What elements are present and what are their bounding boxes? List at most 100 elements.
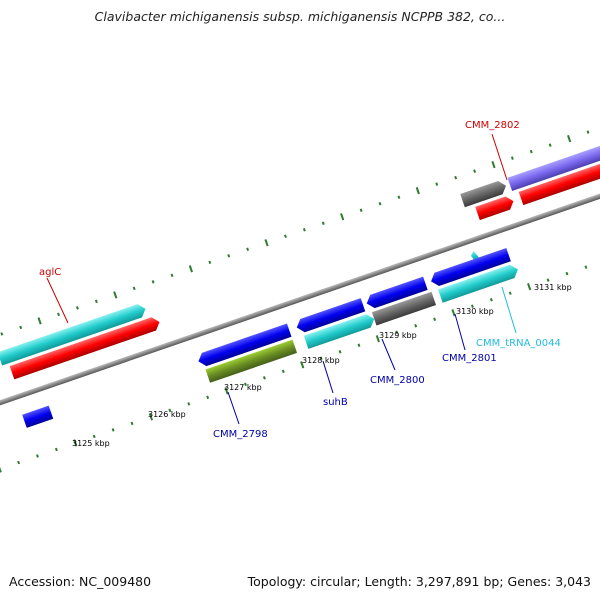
scale-label-3127: 3127 kbp xyxy=(224,383,262,392)
minor-tick xyxy=(395,330,399,334)
gene-CMM_2802-arrow[interactable] xyxy=(460,179,508,208)
major-tick xyxy=(527,283,532,291)
major-tick xyxy=(451,309,456,317)
map-title: Clavibacter michiganensis subsp. michiga… xyxy=(94,9,506,24)
minor-tick xyxy=(302,228,306,232)
gene-cds-blue-1-arrow[interactable] xyxy=(196,323,292,368)
gene-label-CMM_tRNA_0044[interactable]: CMM_tRNA_0044 xyxy=(476,338,561,349)
gene-label-suhB[interactable]: suhB xyxy=(323,397,348,408)
aglC-leader-line xyxy=(46,277,69,324)
callout-lines xyxy=(46,133,517,425)
major-tick xyxy=(340,213,345,221)
major-tick xyxy=(148,413,154,421)
major-tick xyxy=(375,335,380,343)
gene-edge-blue-arrow[interactable] xyxy=(22,405,54,428)
gene-labels: aglC CMM_2802 CMM_2798 suhB CMM_2800 CMM… xyxy=(39,120,561,440)
minor-tick xyxy=(54,447,58,452)
suhB-leader-line xyxy=(322,360,334,394)
minor-tick xyxy=(94,299,98,304)
minor-tick xyxy=(321,221,325,225)
minor-tick xyxy=(244,382,247,387)
minor-tick xyxy=(454,175,458,180)
minor-tick xyxy=(357,343,361,348)
gene-suhB-arrow[interactable] xyxy=(303,312,377,349)
major-tick xyxy=(264,239,269,247)
major-tick xyxy=(491,161,496,169)
minor-tick xyxy=(473,169,476,173)
gene-label-aglC[interactable]: aglC xyxy=(39,267,61,278)
gene-cds-blue-3-arrow[interactable] xyxy=(364,276,428,310)
gene-CMM_2798-arrow[interactable] xyxy=(205,339,298,383)
minor-tick xyxy=(262,376,266,380)
scale-label-3125: 3125 kbp xyxy=(72,439,110,448)
accession-text: Accession: NC_009480 xyxy=(9,574,152,589)
topology-summary-text: Topology: circular; Length: 3,297,891 bp… xyxy=(247,574,591,589)
minor-tick xyxy=(132,286,136,291)
minor-tick xyxy=(151,280,155,284)
scale-labels: 3125 kbp 3126 kbp 3127 kbp 3128 kbp 3129… xyxy=(72,283,572,448)
minor-tick xyxy=(546,278,550,282)
minor-tick xyxy=(433,317,437,321)
gene-CMM_2800-arrow[interactable] xyxy=(371,291,437,326)
minor-tick xyxy=(36,454,39,458)
minor-tick xyxy=(529,149,533,154)
major-tick xyxy=(113,291,118,299)
gene-CMM_2801-arrow[interactable] xyxy=(438,263,520,303)
map-track-frame xyxy=(0,130,600,473)
minor-tick xyxy=(378,201,382,206)
gene-cds-blue-2-arrow[interactable] xyxy=(295,298,366,334)
minor-tick xyxy=(76,306,79,310)
minor-tick xyxy=(338,350,342,354)
CMM_tRNA_0044-leader-line xyxy=(501,286,517,334)
major-tick xyxy=(188,265,193,273)
scale-label-3129: 3129 kbp xyxy=(379,331,417,340)
major-tick xyxy=(0,465,2,473)
minor-tick xyxy=(19,325,23,330)
CMM_2802-leader-line xyxy=(491,133,508,181)
forward-strand-track xyxy=(0,137,600,380)
minor-tick xyxy=(510,156,514,160)
reverse-strand-track xyxy=(22,247,520,428)
minor-tick xyxy=(489,297,493,302)
gene-label-CMM_2802[interactable]: CMM_2802 xyxy=(465,120,520,131)
CMM_2800-leader-line xyxy=(381,338,396,371)
gene-cds-red-3-arrow[interactable] xyxy=(518,153,600,206)
minor-tick xyxy=(584,265,588,269)
gene-cds-purple-arrow[interactable] xyxy=(507,137,600,192)
minor-tick xyxy=(284,234,287,239)
minor-tick xyxy=(414,323,418,328)
minor-tick xyxy=(92,434,96,439)
backbone-line xyxy=(0,160,600,439)
CMM_2801-leader-line xyxy=(454,313,466,351)
major-tick xyxy=(37,317,42,325)
outer-tick-row xyxy=(0,130,590,336)
minor-tick xyxy=(246,247,250,252)
scale-label-3128: 3128 kbp xyxy=(302,356,340,365)
minor-tick xyxy=(57,312,60,317)
minor-tick xyxy=(0,332,4,336)
major-tick xyxy=(224,387,229,395)
gene-cds-blue-4-arrow[interactable] xyxy=(429,247,511,288)
minor-tick xyxy=(435,182,439,186)
inner-tick-row xyxy=(0,265,588,473)
major-tick xyxy=(415,187,420,195)
gene-cds-red-2-arrow[interactable] xyxy=(475,195,515,221)
scale-label-3130: 3130 kbp xyxy=(456,307,494,316)
gene-label-CMM_2798[interactable]: CMM_2798 xyxy=(213,429,268,440)
minor-tick xyxy=(227,254,231,258)
major-tick xyxy=(300,361,305,369)
minor-tick xyxy=(130,421,134,426)
minor-tick xyxy=(206,395,210,400)
gene-label-CMM_2800[interactable]: CMM_2800 xyxy=(370,375,425,386)
gene-label-CMM_2801[interactable]: CMM_2801 xyxy=(442,353,497,364)
minor-tick xyxy=(548,143,552,147)
minor-tick xyxy=(586,130,590,134)
gene-aglC-arrow[interactable] xyxy=(0,302,148,366)
minor-tick xyxy=(208,260,212,265)
minor-tick xyxy=(187,402,191,406)
minor-tick xyxy=(565,271,569,276)
scale-label-3126: 3126 kbp xyxy=(148,410,186,419)
CMM_2798-leader-line xyxy=(227,391,240,425)
gene-cds-red-1-arrow[interactable] xyxy=(9,315,162,380)
